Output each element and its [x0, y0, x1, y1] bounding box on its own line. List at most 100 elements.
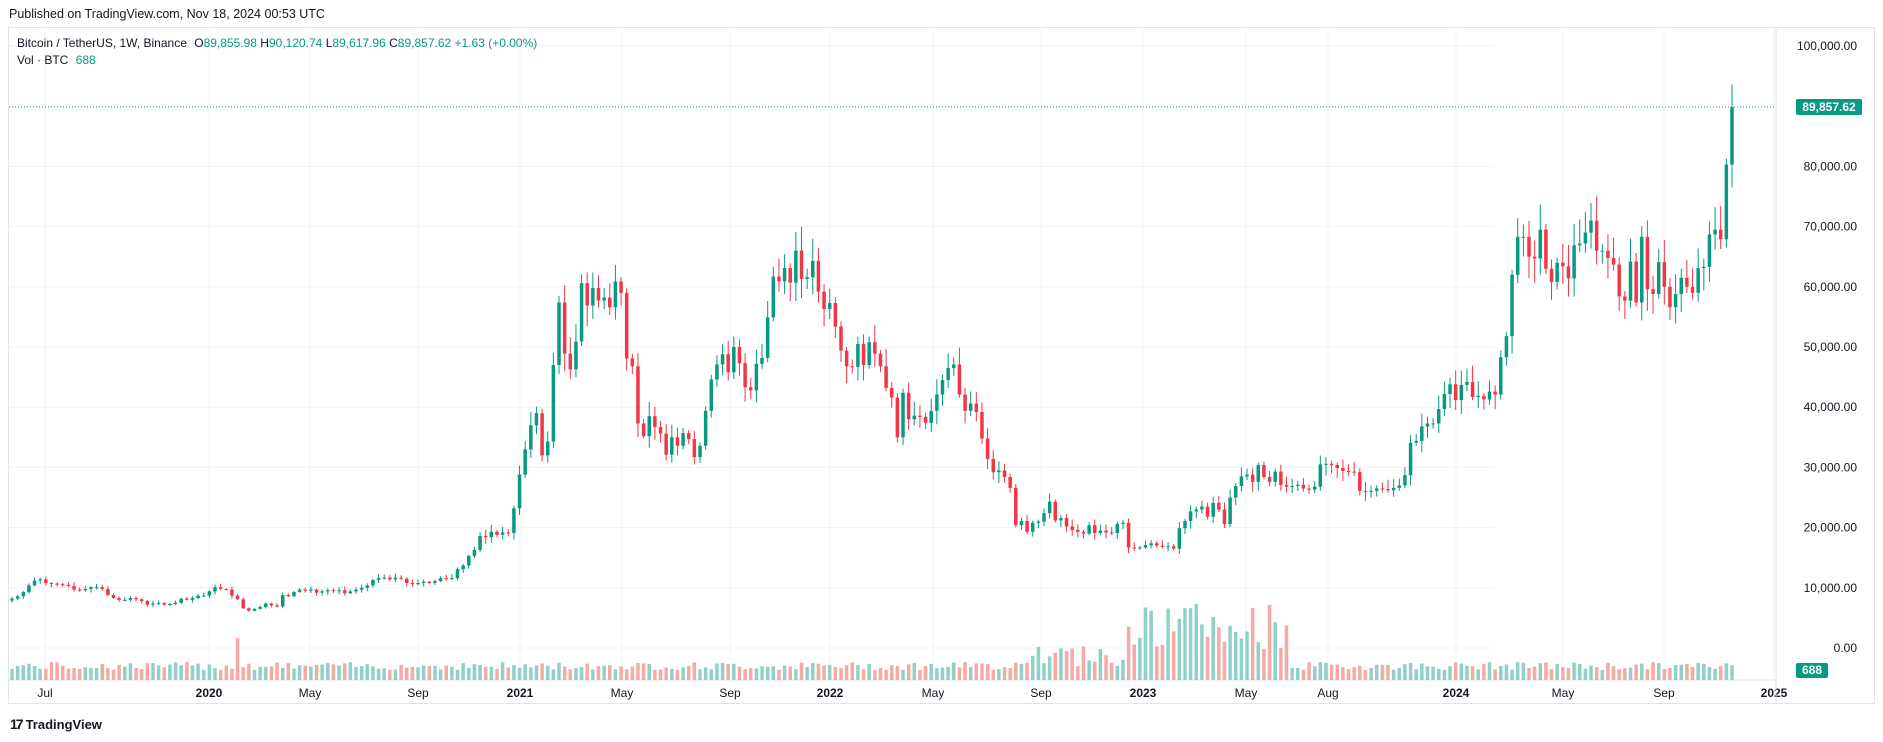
candle-body[interactable] — [489, 531, 494, 538]
candle-body[interactable] — [162, 602, 167, 605]
candle-body[interactable] — [1324, 463, 1328, 465]
candle-body[interactable] — [1341, 468, 1345, 472]
candle-body[interactable] — [1312, 486, 1317, 490]
volume-label[interactable]: Vol · BTC — [17, 53, 69, 67]
candle-body[interactable] — [968, 403, 973, 411]
candle-body[interactable] — [320, 591, 324, 593]
candle-body[interactable] — [613, 281, 618, 308]
candle-body[interactable] — [591, 288, 595, 306]
candle-body[interactable] — [929, 410, 933, 423]
candle-body[interactable] — [173, 602, 178, 605]
candle-body[interactable] — [1713, 229, 1717, 235]
candle-body[interactable] — [264, 603, 268, 608]
candle-body[interactable] — [782, 268, 787, 282]
candle-body[interactable] — [1363, 490, 1368, 492]
candle-body[interactable] — [1521, 236, 1526, 238]
candle-body[interactable] — [709, 379, 714, 411]
candle-body[interactable] — [433, 581, 437, 583]
candle-body[interactable] — [1611, 257, 1616, 265]
candle-body[interactable] — [873, 342, 877, 354]
candle-body[interactable] — [1307, 488, 1311, 490]
candle-body[interactable] — [483, 536, 488, 538]
candle-body[interactable] — [585, 283, 589, 306]
candle-body[interactable] — [1425, 423, 1430, 427]
candle-body[interactable] — [754, 363, 759, 391]
candle-body[interactable] — [895, 397, 900, 438]
candle-body[interactable] — [1104, 530, 1108, 533]
candle-body[interactable] — [1132, 547, 1136, 549]
candle-body[interactable] — [444, 578, 448, 580]
candle-body[interactable] — [427, 581, 432, 583]
candle-body[interactable] — [168, 604, 172, 606]
candle-body[interactable] — [630, 358, 635, 367]
candle-body[interactable] — [72, 585, 76, 590]
candle-body[interactable] — [1087, 525, 1091, 534]
candle-body[interactable] — [438, 578, 443, 582]
candle-body[interactable] — [619, 281, 623, 293]
candle-body[interactable] — [1070, 526, 1074, 531]
candle-body[interactable] — [382, 577, 386, 579]
candle-body[interactable] — [957, 364, 962, 395]
candle-body[interactable] — [1177, 528, 1182, 549]
candle-body[interactable] — [1668, 286, 1672, 308]
candle-body[interactable] — [365, 585, 370, 588]
candle-body[interactable] — [247, 608, 251, 611]
candle-body[interactable] — [1245, 474, 1249, 477]
candle-body[interactable] — [529, 425, 533, 450]
candle-body[interactable] — [1544, 229, 1548, 269]
candle-body[interactable] — [15, 596, 20, 599]
candle-body[interactable] — [1155, 543, 1159, 546]
candle-body[interactable] — [1696, 268, 1700, 293]
candle-body[interactable] — [1673, 294, 1678, 308]
candle-body[interactable] — [145, 601, 150, 605]
candle-body[interactable] — [201, 595, 206, 597]
candle-body[interactable] — [568, 353, 573, 370]
tradingview-brand[interactable]: 17 TradingView — [10, 716, 102, 732]
candle-body[interactable] — [1453, 384, 1458, 400]
candle-body[interactable] — [151, 603, 155, 605]
candle-body[interactable] — [241, 599, 245, 609]
candle-body[interactable] — [1645, 236, 1650, 290]
candle-body[interactable] — [10, 598, 14, 601]
candle-body[interactable] — [405, 578, 409, 583]
candle-body[interactable] — [1222, 509, 1227, 524]
candle-body[interactable] — [185, 598, 189, 600]
candle-body[interactable] — [833, 303, 838, 327]
candle-body[interactable] — [822, 291, 826, 310]
candle-body[interactable] — [44, 579, 48, 583]
candle-body[interactable] — [472, 549, 477, 556]
candle-body[interactable] — [805, 277, 809, 279]
candle-body[interactable] — [1431, 423, 1435, 425]
symbol-label[interactable]: Bitcoin / TetherUS, 1W, Binance — [17, 36, 187, 50]
candle-body[interactable] — [461, 565, 465, 570]
candle-body[interactable] — [1205, 506, 1210, 517]
candle-body[interactable] — [100, 587, 104, 590]
candle-body[interactable] — [602, 297, 606, 301]
candle-body[interactable] — [1414, 440, 1418, 443]
candle-body[interactable] — [923, 416, 928, 423]
candle-body[interactable] — [771, 276, 776, 318]
candle-body[interactable] — [1036, 521, 1041, 523]
candle-body[interactable] — [703, 410, 708, 446]
candle-body[interactable] — [94, 587, 99, 589]
candle-body[interactable] — [551, 365, 556, 442]
candle-body[interactable] — [1053, 501, 1058, 521]
candle-body[interactable] — [1532, 256, 1537, 259]
candle-body[interactable] — [816, 260, 821, 292]
candle-body[interactable] — [83, 589, 88, 591]
candle-body[interactable] — [681, 433, 685, 446]
candle-body[interactable] — [1200, 506, 1204, 510]
candle-body[interactable] — [1718, 229, 1723, 240]
candle-body[interactable] — [777, 276, 781, 282]
candle-body[interactable] — [1640, 236, 1644, 303]
candle-body[interactable] — [1369, 490, 1373, 492]
candle-body[interactable] — [1690, 286, 1695, 293]
candle-body[interactable] — [534, 413, 539, 426]
candle-body[interactable] — [1228, 497, 1232, 524]
candle-body[interactable] — [743, 363, 747, 388]
candle-body[interactable] — [512, 508, 516, 534]
candle-body[interactable] — [579, 283, 584, 342]
candle-body[interactable] — [1442, 393, 1447, 410]
candle-body[interactable] — [647, 416, 651, 437]
candle-body[interactable] — [562, 302, 567, 354]
